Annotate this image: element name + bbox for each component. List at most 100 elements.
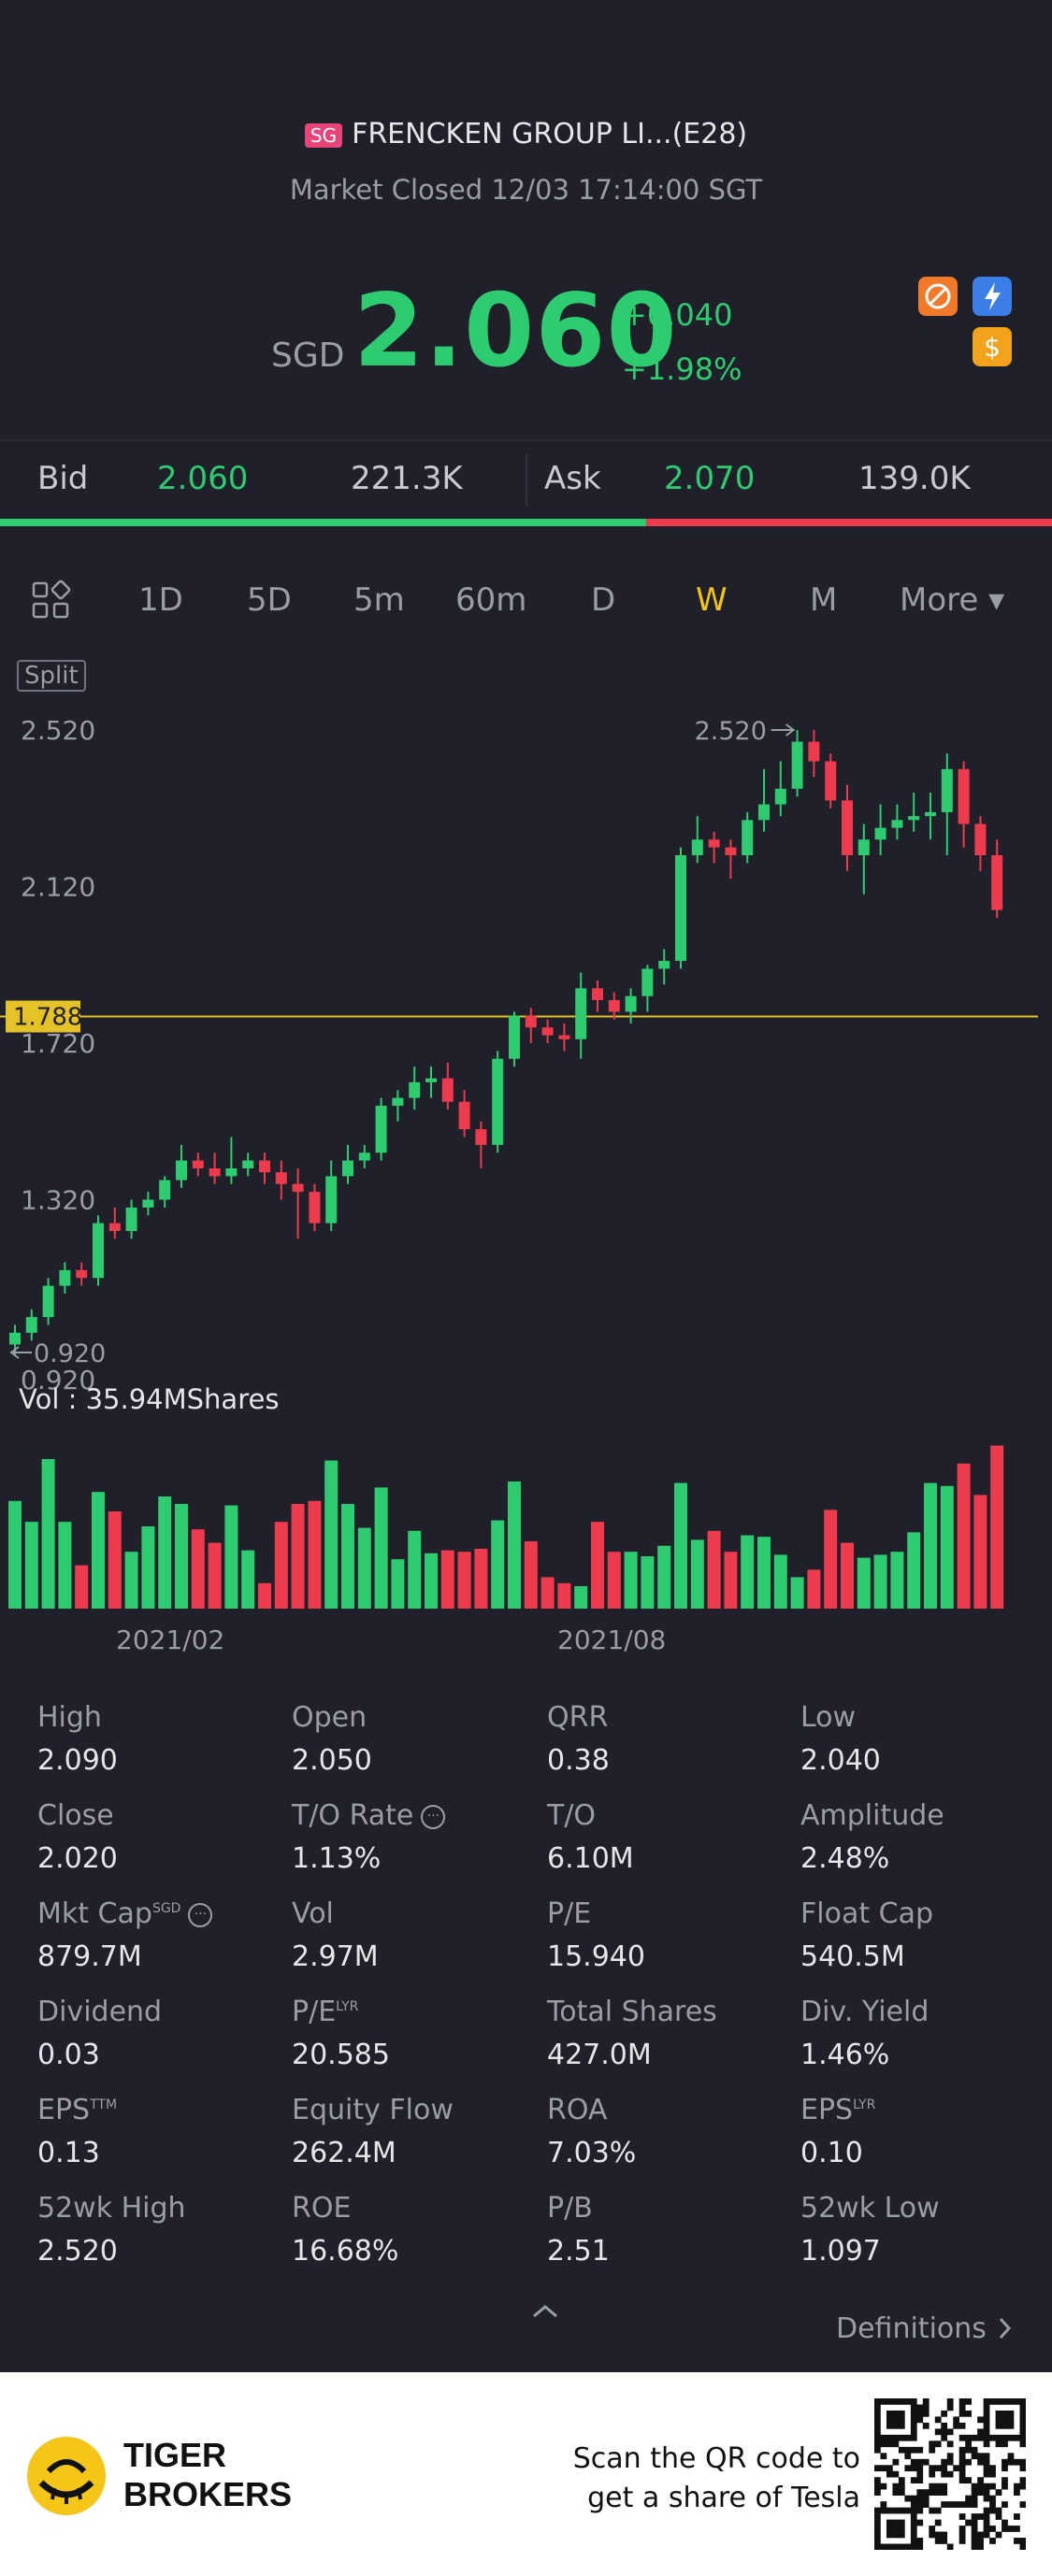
qr-module — [989, 2495, 996, 2502]
volume-bar — [873, 1554, 887, 1609]
qr-module — [886, 2434, 893, 2441]
qr-module — [958, 2538, 966, 2544]
qr-module — [989, 2470, 996, 2478]
stat-superscript: LYR — [336, 1999, 359, 2014]
tab-5m[interactable]: 5m — [353, 581, 405, 619]
candle-body — [842, 800, 853, 855]
qr-module — [922, 2404, 930, 2411]
candle-body — [742, 820, 754, 855]
qr-module — [965, 2434, 972, 2441]
qr-module — [934, 2416, 942, 2424]
qr-module — [1014, 2513, 1020, 2520]
qr-code[interactable] — [874, 2398, 1027, 2554]
tab-60m[interactable]: 60m — [455, 581, 527, 619]
qr-module — [971, 2519, 978, 2526]
volume-bar — [707, 1530, 721, 1609]
chart-layout-icon[interactable] — [30, 580, 71, 624]
qr-module — [1019, 2465, 1027, 2472]
candle-body — [108, 1223, 121, 1231]
collapse-chevron-icon[interactable] — [526, 2299, 564, 2327]
bid-label: Bid — [37, 460, 89, 497]
stat-label: EPSTTM — [37, 2094, 117, 2126]
qr-module — [958, 2446, 966, 2454]
qr-module — [958, 2470, 966, 2478]
info-icon[interactable]: ··· — [421, 1804, 446, 1829]
qr-module — [892, 2483, 900, 2490]
stat-label-text: 52wk Low — [800, 2192, 940, 2225]
definitions-link[interactable]: Definitions — [836, 2312, 1014, 2345]
qr-module — [874, 2483, 881, 2490]
qr-module — [929, 2446, 936, 2454]
qr-module — [916, 2543, 924, 2551]
qr-module — [910, 2526, 917, 2532]
qr-module — [995, 2422, 1002, 2429]
y-tick-label: 2.120 — [21, 872, 95, 903]
qr-module — [892, 2519, 900, 2526]
fast-trade-icon[interactable] — [973, 277, 1012, 316]
candle-body — [59, 1269, 71, 1286]
stat-label-text: Mkt Cap — [37, 1897, 152, 1930]
tab-w[interactable]: W — [696, 581, 728, 619]
stat-label-text: Low — [800, 1701, 857, 1734]
qr-module — [874, 2507, 881, 2514]
tab-5d[interactable]: 5D — [247, 581, 292, 619]
stat-label: 52wk Low — [800, 2192, 940, 2225]
promo-footer: TIGER BROKERS Scan the QR code to get a … — [0, 2372, 1052, 2576]
qr-module — [1007, 2398, 1015, 2405]
qr-module — [1014, 2434, 1020, 2441]
x-tick-2021-08: 2021/08 — [557, 1624, 667, 1655]
tab-m[interactable]: M — [810, 581, 838, 619]
kline-chart[interactable]: Split 2.520 2.120 1.720 1.320 0.920 1.788 2.… — [0, 641, 1052, 1669]
qr-module — [910, 2543, 917, 2551]
stat-value: 1.13% — [292, 1842, 382, 1875]
candle-body — [874, 827, 886, 840]
stat-label-text: EPS — [800, 2094, 854, 2126]
qr-module — [874, 2416, 881, 2424]
qr-module — [946, 2453, 954, 2460]
qr-module — [1019, 2410, 1027, 2417]
volume-bar — [491, 1520, 505, 1609]
qr-module — [886, 2519, 893, 2526]
tab-d[interactable]: D — [591, 581, 616, 619]
qr-module — [941, 2428, 948, 2436]
stat-superscript: SGD — [151, 1901, 181, 1916]
last-price: 2.060 — [353, 273, 678, 390]
stat-value: 2.020 — [37, 1842, 118, 1875]
qr-module — [983, 2495, 990, 2502]
volume-bar — [291, 1504, 305, 1609]
stat-value: 540.5M — [800, 1940, 905, 1973]
candle-body — [908, 816, 920, 821]
price-change: +0.040 +1.98% — [622, 288, 742, 396]
volume-bar — [58, 1522, 72, 1609]
volume-bar — [141, 1526, 155, 1609]
qr-module — [916, 2458, 924, 2466]
qr-module — [995, 2489, 1002, 2496]
tab-1d[interactable]: 1D — [138, 581, 183, 619]
info-icon[interactable]: ··· — [188, 1902, 213, 1927]
qr-module — [977, 2434, 984, 2441]
volume-bar — [175, 1504, 188, 1609]
stat-label: Close — [37, 1799, 114, 1832]
volume-bar — [408, 1530, 422, 1609]
stat-label: Equity Flow — [292, 2094, 454, 2126]
qr-module — [941, 2489, 948, 2496]
qr-module — [1002, 2458, 1008, 2466]
margin-disabled-icon[interactable] — [918, 277, 958, 316]
dollar-icon[interactable]: $ — [973, 327, 1012, 366]
qr-module — [989, 2398, 996, 2405]
candle-body — [9, 1332, 21, 1345]
stock-title[interactable]: SG FRENCKEN GROUP LI...(E28) — [0, 118, 1052, 150]
stat-label-text: ROE — [292, 2192, 352, 2225]
qr-module — [1019, 2440, 1027, 2448]
qr-module — [1014, 2458, 1020, 2466]
qr-module — [880, 2453, 887, 2460]
split-button[interactable]: Split — [17, 660, 86, 692]
tab-more[interactable]: More ▾ — [900, 581, 1005, 619]
qr-module — [880, 2465, 887, 2472]
reference-price-label: 1.788 — [13, 1004, 82, 1032]
qr-module — [874, 2434, 881, 2441]
qr-module — [977, 2428, 984, 2436]
qr-module — [946, 2440, 954, 2448]
stat-label-text: QRR — [547, 1701, 609, 1734]
candle-body — [309, 1192, 321, 1224]
